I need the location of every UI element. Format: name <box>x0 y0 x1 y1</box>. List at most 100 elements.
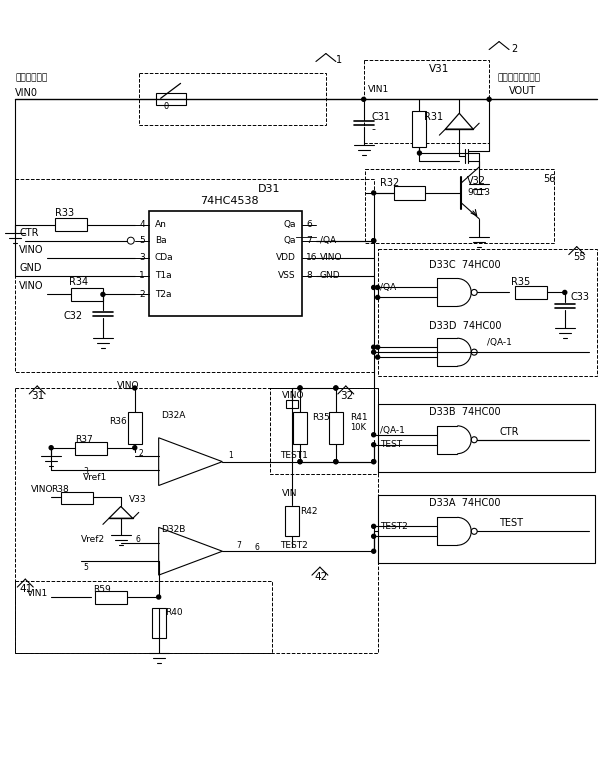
Text: R34: R34 <box>69 277 88 287</box>
Text: 2: 2 <box>139 290 145 299</box>
Text: 电源输出电压: 电源输出电压 <box>15 73 48 82</box>
Text: VOUT: VOUT <box>509 86 536 96</box>
Text: 32: 32 <box>340 391 353 401</box>
Text: 8: 8 <box>306 271 312 280</box>
Text: D31: D31 <box>258 184 281 194</box>
Bar <box>149 211 302 316</box>
Text: VIN1: VIN1 <box>368 85 389 94</box>
Text: 5: 5 <box>139 236 145 245</box>
Bar <box>364 59 489 143</box>
Circle shape <box>334 460 338 464</box>
Text: CTR: CTR <box>19 228 39 238</box>
Text: CDa: CDa <box>155 253 173 262</box>
Bar <box>71 289 103 301</box>
Text: /QA-1: /QA-1 <box>487 338 512 346</box>
Circle shape <box>49 446 53 450</box>
Text: T2a: T2a <box>155 290 171 299</box>
Text: GND: GND <box>320 271 341 280</box>
Bar <box>394 186 425 200</box>
Text: GND: GND <box>19 263 42 273</box>
Circle shape <box>101 293 105 296</box>
Text: Ba: Ba <box>155 236 166 245</box>
Text: R32: R32 <box>380 178 399 188</box>
Circle shape <box>371 350 376 354</box>
Circle shape <box>371 345 376 349</box>
Circle shape <box>376 345 380 349</box>
Circle shape <box>298 386 302 390</box>
Circle shape <box>371 460 376 464</box>
Bar <box>378 404 595 471</box>
Text: R59: R59 <box>93 584 111 594</box>
Text: V31: V31 <box>429 65 450 75</box>
Text: 3: 3 <box>139 253 145 262</box>
Text: 4: 4 <box>139 220 145 229</box>
Text: 31: 31 <box>31 391 45 401</box>
Bar <box>15 581 272 653</box>
Bar <box>270 388 378 474</box>
Text: VSS: VSS <box>278 271 296 280</box>
Text: R33: R33 <box>55 208 74 218</box>
Text: Vref2: Vref2 <box>81 535 105 544</box>
Text: D32A: D32A <box>161 411 185 420</box>
Text: TEST: TEST <box>499 518 523 528</box>
Bar <box>378 495 595 563</box>
Text: Qa: Qa <box>283 236 296 245</box>
Bar <box>95 591 127 604</box>
Text: TEST1: TEST1 <box>280 451 308 460</box>
Circle shape <box>371 443 376 447</box>
Bar <box>515 286 547 300</box>
Text: 42: 42 <box>314 572 327 582</box>
Text: 10K: 10K <box>350 424 366 432</box>
Text: An: An <box>155 220 167 229</box>
Circle shape <box>371 460 376 464</box>
Text: VINO: VINO <box>19 245 44 255</box>
Bar <box>329 412 343 444</box>
Circle shape <box>371 524 376 528</box>
Bar <box>378 249 597 376</box>
Bar <box>75 442 107 454</box>
Circle shape <box>376 286 380 290</box>
Bar <box>152 608 165 638</box>
Text: 7: 7 <box>306 236 312 245</box>
Circle shape <box>371 191 376 195</box>
Text: 7: 7 <box>236 541 241 550</box>
Text: TEST2: TEST2 <box>380 522 407 531</box>
Text: /QA-1: /QA-1 <box>380 427 405 435</box>
Circle shape <box>371 286 376 290</box>
Text: VIN0: VIN0 <box>15 89 38 99</box>
Text: 6: 6 <box>254 543 259 552</box>
Circle shape <box>334 386 338 390</box>
Text: D32B: D32B <box>161 525 185 534</box>
Text: Qa: Qa <box>283 220 296 229</box>
Bar <box>61 491 93 504</box>
Text: Vref1: Vref1 <box>83 473 108 482</box>
Text: VINO: VINO <box>320 253 342 262</box>
Text: D33B  74HC00: D33B 74HC00 <box>429 407 501 417</box>
Text: C31: C31 <box>371 112 391 122</box>
Text: TEST: TEST <box>380 440 402 449</box>
Text: C33: C33 <box>571 293 590 303</box>
Text: VDD: VDD <box>276 253 296 262</box>
Text: /QA: /QA <box>380 283 396 292</box>
Text: 2: 2 <box>139 449 144 458</box>
Text: -: - <box>371 124 376 134</box>
Text: 16: 16 <box>306 253 318 262</box>
Circle shape <box>298 460 302 464</box>
Bar <box>55 218 87 231</box>
Bar <box>15 388 378 653</box>
Text: 55: 55 <box>573 252 585 262</box>
Circle shape <box>376 355 380 359</box>
Text: T1a: T1a <box>155 271 172 280</box>
Bar <box>285 507 299 536</box>
Circle shape <box>376 296 380 300</box>
Text: 1: 1 <box>139 271 145 280</box>
Text: 1: 1 <box>336 55 342 65</box>
Text: 2: 2 <box>511 44 517 54</box>
Text: VIN1: VIN1 <box>27 588 48 598</box>
Bar <box>15 179 374 372</box>
Text: R35: R35 <box>511 277 530 287</box>
Text: V33: V33 <box>129 495 146 504</box>
Circle shape <box>371 534 376 538</box>
Text: R40: R40 <box>165 608 182 618</box>
Text: 9013: 9013 <box>467 189 490 197</box>
